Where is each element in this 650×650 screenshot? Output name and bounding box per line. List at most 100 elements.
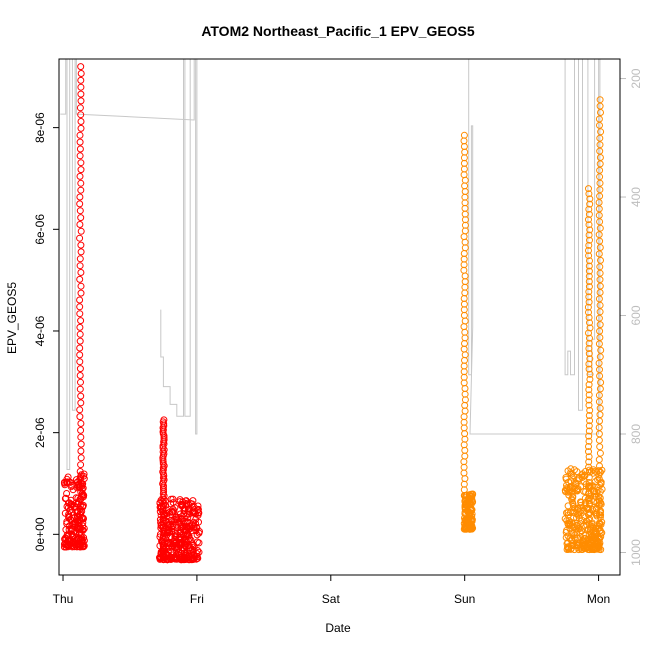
pressure-trace-3 xyxy=(468,58,602,435)
data-point xyxy=(80,515,87,523)
series-1-segment-1 xyxy=(60,63,88,551)
data-point xyxy=(586,468,594,476)
data-point xyxy=(460,266,468,274)
data-point xyxy=(76,337,84,345)
data-point xyxy=(461,317,469,325)
data-point xyxy=(76,255,84,263)
data-point xyxy=(586,375,594,383)
data-point xyxy=(585,432,593,440)
data-point xyxy=(594,525,602,533)
data-point xyxy=(77,90,85,98)
data-point xyxy=(176,555,184,563)
data-point xyxy=(597,499,605,507)
data-point xyxy=(76,275,84,283)
data-point xyxy=(596,327,604,335)
data-point xyxy=(595,250,603,258)
data-point xyxy=(596,166,604,174)
data-point xyxy=(177,500,185,508)
data-point xyxy=(460,131,468,139)
data-point xyxy=(461,182,469,190)
chart-title: ATOM2 Northeast_Pacific_1 EPV_GEOS5 xyxy=(201,23,475,39)
data-point xyxy=(461,283,469,291)
data-point xyxy=(571,479,579,487)
data-point xyxy=(585,262,593,270)
data-point xyxy=(77,124,85,132)
data-point xyxy=(597,346,605,354)
data-point xyxy=(586,406,594,414)
data-point xyxy=(176,518,184,526)
data-point xyxy=(461,396,469,404)
data-point xyxy=(585,339,593,347)
data-point xyxy=(460,458,468,466)
series-1-segment-2 xyxy=(156,416,203,564)
data-point xyxy=(76,303,84,311)
data-point xyxy=(577,502,585,509)
data-point xyxy=(63,531,71,539)
data-point xyxy=(76,193,84,201)
data-point xyxy=(160,416,168,424)
data-point xyxy=(461,351,469,359)
pressure-trace-2 xyxy=(160,58,191,417)
y2-tick-label: 600 xyxy=(629,305,643,325)
y-tick-label: 4e-06 xyxy=(33,315,47,346)
data-point xyxy=(585,453,593,461)
data-point xyxy=(76,536,84,544)
pressure-trace-4 xyxy=(564,58,596,411)
data-point xyxy=(566,488,574,496)
data-point xyxy=(76,372,84,379)
data-point xyxy=(578,516,586,524)
data-point xyxy=(460,469,468,477)
data-point xyxy=(461,148,469,156)
data-point xyxy=(596,449,604,457)
data-point xyxy=(585,473,593,481)
data-point xyxy=(461,475,469,483)
data-point xyxy=(76,131,84,139)
data-point xyxy=(585,422,593,430)
data-point xyxy=(585,489,593,497)
data-point xyxy=(595,359,603,367)
data-point xyxy=(585,190,593,198)
data-point xyxy=(597,507,605,515)
data-point xyxy=(585,350,593,358)
data-point xyxy=(585,504,593,512)
x-tick-label: Sat xyxy=(322,592,341,606)
data-point xyxy=(76,323,84,331)
data-point xyxy=(184,518,192,526)
data-point xyxy=(586,355,594,363)
plot-frame xyxy=(58,58,621,576)
data-point xyxy=(77,488,85,496)
data-point xyxy=(574,534,582,542)
data-point xyxy=(76,262,84,270)
data-point xyxy=(585,401,593,409)
series-2-segment-2 xyxy=(561,96,606,554)
data-point xyxy=(195,548,203,556)
data-point xyxy=(597,511,605,519)
data-point xyxy=(195,509,203,516)
data-point xyxy=(76,310,84,318)
data-point xyxy=(461,334,469,342)
data-point xyxy=(195,539,203,547)
data-point xyxy=(460,137,468,145)
data-point xyxy=(593,512,601,520)
data-point xyxy=(585,458,593,466)
data-point xyxy=(571,466,578,474)
data-point xyxy=(164,555,172,563)
data-point xyxy=(585,520,593,528)
data-point xyxy=(180,507,188,514)
data-point xyxy=(586,319,593,327)
data-point xyxy=(460,441,468,449)
data-point xyxy=(63,490,71,497)
data-point xyxy=(585,427,593,435)
data-point xyxy=(597,379,605,386)
data-point xyxy=(460,345,468,353)
data-point xyxy=(585,241,593,249)
data-point xyxy=(584,303,592,311)
data-point xyxy=(185,551,193,559)
data-point xyxy=(585,510,593,517)
data-point xyxy=(596,539,604,547)
data-point xyxy=(76,207,84,215)
data-point xyxy=(460,250,468,257)
data-point xyxy=(76,138,84,146)
data-point xyxy=(585,247,592,254)
